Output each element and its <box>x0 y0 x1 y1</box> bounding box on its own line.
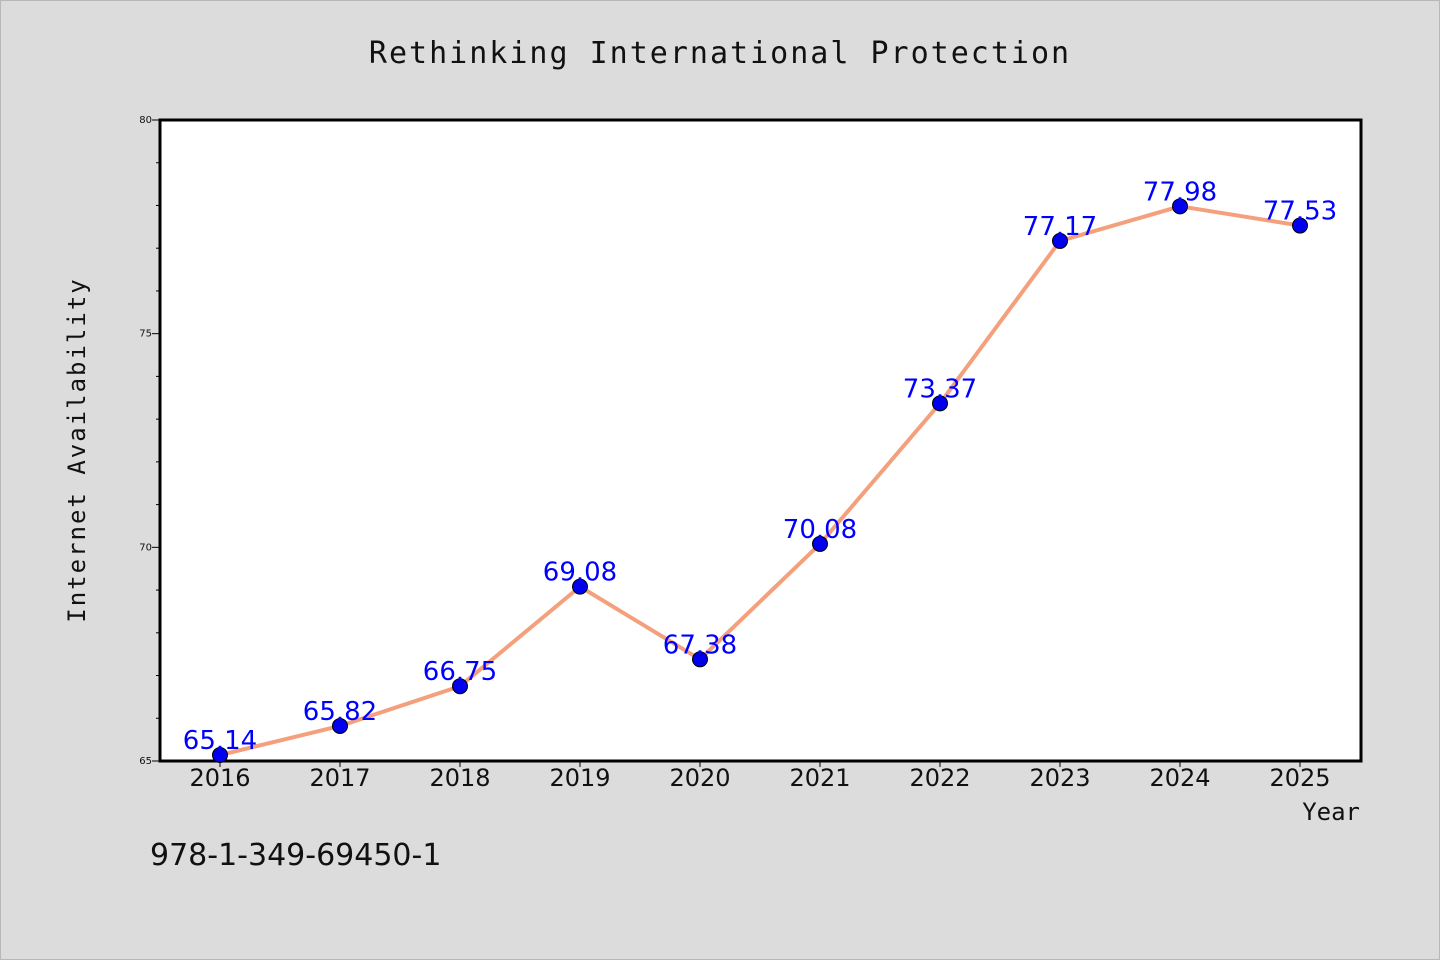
data-label: 69.08 <box>543 558 617 588</box>
x-tick-label: 2017 <box>309 764 370 792</box>
x-tick-label: 2016 <box>189 764 250 792</box>
data-point <box>452 678 468 695</box>
x-tick-label: 2019 <box>549 764 610 792</box>
data-label: 73.37 <box>903 374 977 404</box>
series <box>212 198 1308 764</box>
x-tick-label: 2021 <box>789 764 850 792</box>
data-label: 66.75 <box>423 657 497 687</box>
data-point <box>1172 198 1188 215</box>
data-label: 77.17 <box>1023 212 1097 242</box>
data-label: 70.08 <box>783 515 857 545</box>
data-point <box>932 395 948 412</box>
y-tick-label: 75 <box>139 329 152 340</box>
x-tick-label: 2023 <box>1029 764 1090 792</box>
y-tick-label: 65 <box>139 756 152 767</box>
isbn-annotation: 978-1-349-69450-1 <box>150 838 441 873</box>
x-tick-label: 2020 <box>669 764 730 792</box>
data-label: 77.98 <box>1143 177 1217 207</box>
data-label: 65.14 <box>183 726 257 756</box>
data-point <box>692 651 708 668</box>
series-line <box>219 204 1301 757</box>
y-axis-label: Internet Availability <box>63 277 91 622</box>
x-tick-label: 2025 <box>1269 764 1330 792</box>
y-tick-label: 80 <box>139 115 152 126</box>
x-tick-label: 2022 <box>909 764 970 792</box>
x-tick-label: 2024 <box>1149 764 1210 792</box>
data-label: 65.82 <box>303 697 377 727</box>
y-tick-label: 70 <box>139 542 152 553</box>
chart-title: Rethinking International Protection <box>369 36 1071 71</box>
x-axis: 2016 2017 2018 2019 2020 2021 2022 2023 2024 2025 <box>189 761 1331 792</box>
data-point <box>1052 232 1068 249</box>
data-label: 77.53 <box>1263 197 1337 227</box>
data-point <box>812 535 828 552</box>
data-point <box>572 578 588 595</box>
data-label: 67.38 <box>663 630 737 660</box>
x-axis-label: Year <box>1302 798 1360 826</box>
data-point <box>1292 217 1308 234</box>
y-axis: 65 70 75 80 <box>139 115 160 767</box>
x-tick-label: 2018 <box>429 764 490 792</box>
data-point <box>212 747 228 764</box>
data-point <box>332 717 348 734</box>
data-labels: 65.14 65.82 66.75 69.08 67.38 70.08 73.37 77.17… <box>183 177 1337 756</box>
plot-area <box>158 118 1363 763</box>
